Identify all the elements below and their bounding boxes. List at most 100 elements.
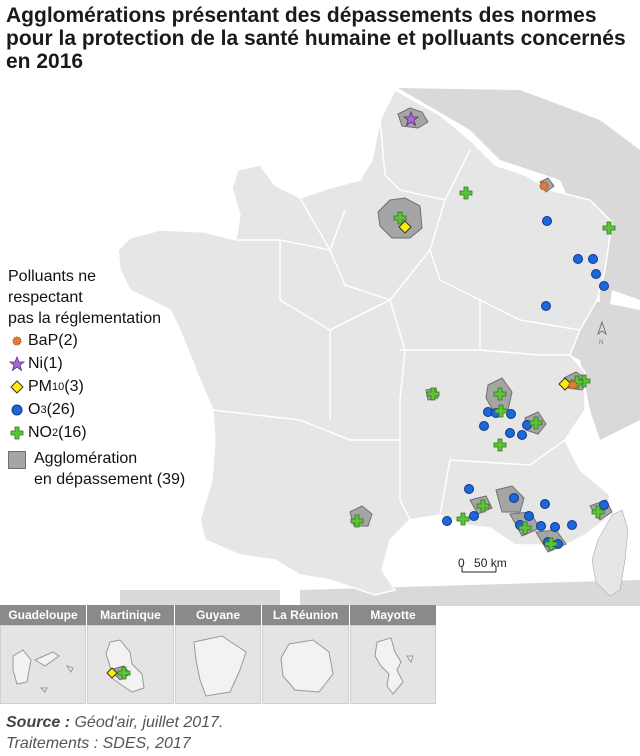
o3-marker xyxy=(599,500,609,510)
no2-marker xyxy=(493,387,507,401)
no2-marker xyxy=(459,186,473,200)
legend: Polluants ne respectant pas la réglement… xyxy=(8,266,185,490)
scale-distance: 50 km xyxy=(474,556,507,570)
inset-guyane: Guyane xyxy=(175,605,262,705)
o3-marker xyxy=(573,254,583,264)
legend-item-pm10: PM 10 (3) xyxy=(8,375,185,398)
legend-label: Ni xyxy=(28,354,44,372)
pollutant-markers xyxy=(350,110,616,551)
no2-marker xyxy=(602,221,616,235)
no2-marker xyxy=(529,416,543,430)
agglomeration-label: Agglomération xyxy=(34,450,138,467)
no2-marker xyxy=(476,499,490,513)
bap-marker xyxy=(539,181,549,191)
legend-count: (2) xyxy=(58,331,78,349)
ni-star-icon xyxy=(8,355,26,373)
o3-marker xyxy=(442,516,452,526)
o3-marker xyxy=(540,499,550,509)
agglomeration-label: en dépassement (39) xyxy=(34,471,186,488)
no2-marker xyxy=(518,521,532,535)
no2-marker xyxy=(426,387,440,401)
source-label: Source : xyxy=(6,714,71,731)
source-note: Source : Géod'air, juillet 2017. Traitem… xyxy=(6,712,223,754)
inset-map xyxy=(350,625,436,704)
o3-marker xyxy=(567,520,577,530)
legend-item-no2: NO 2 (16) xyxy=(8,421,185,444)
france-map: N xyxy=(117,88,640,606)
no2-cross-icon xyxy=(8,424,26,442)
o3-marker xyxy=(469,511,479,521)
o3-marker xyxy=(591,269,601,279)
source-text: Géod'air, juillet 2017. xyxy=(74,714,224,731)
no2-marker xyxy=(350,514,364,528)
legend-item-ni: Ni (1) xyxy=(8,352,185,375)
treatment-text: Traitements : SDES, 2017 xyxy=(6,735,191,752)
legend-item-o3: O 3 (26) xyxy=(8,398,185,421)
o3-marker xyxy=(517,430,527,440)
legend-sub: 2 xyxy=(52,426,59,439)
legend-item-bap: BaP (2) xyxy=(8,329,185,352)
o3-marker xyxy=(541,301,551,311)
o3-marker xyxy=(542,216,552,226)
inset-map xyxy=(175,625,261,704)
pm10-marker xyxy=(398,220,412,234)
no2-marker xyxy=(591,505,605,519)
o3-marker xyxy=(509,493,519,503)
bap-marker xyxy=(568,380,578,390)
o3-circle-icon xyxy=(8,401,26,419)
legend-label: O xyxy=(28,400,41,418)
bap-icon xyxy=(8,332,26,350)
legend-label: PM xyxy=(28,377,52,395)
o3-marker xyxy=(536,521,546,531)
pm10-diamond-icon xyxy=(8,378,26,396)
agglomeration-swatch xyxy=(8,451,26,469)
no2-marker xyxy=(456,512,470,526)
no2-marker xyxy=(544,537,558,551)
north-label: N xyxy=(599,340,603,346)
o3-marker xyxy=(524,511,534,521)
o3-marker xyxy=(479,421,489,431)
region-borders xyxy=(212,119,581,521)
legend-item-agglomeration: Agglomération en dépassement (39) xyxy=(8,448,185,490)
inset-title: Mayotte xyxy=(350,605,436,625)
inset-mayotte: Mayotte xyxy=(350,605,436,705)
scale-zero: 0 xyxy=(458,556,465,570)
scale-bar xyxy=(461,566,497,573)
ni-marker xyxy=(402,110,420,127)
neighbour-countries xyxy=(120,88,640,606)
inset-title: Guadeloupe xyxy=(0,605,86,625)
inset-title: Martinique xyxy=(87,605,174,625)
o3-marker xyxy=(505,428,515,438)
legend-label: BaP xyxy=(28,331,59,349)
inset-martinique: Martinique xyxy=(87,605,175,705)
inset-guadeloupe: Guadeloupe xyxy=(0,605,87,705)
corsica xyxy=(591,509,629,597)
inset-title: Guyane xyxy=(175,605,261,625)
legend-count: (3) xyxy=(64,377,84,395)
o3-marker xyxy=(588,254,598,264)
inset-map xyxy=(87,625,174,704)
inset-map xyxy=(0,625,86,704)
legend-heading-line: pas la réglementation xyxy=(8,310,161,327)
o3-marker xyxy=(599,281,609,291)
o3-marker xyxy=(464,484,474,494)
legend-count: (1) xyxy=(43,354,63,372)
legend-count: (26) xyxy=(46,400,76,418)
legend-sub: 3 xyxy=(40,403,47,416)
overseas-insets: Guadeloupe Martinique Guyane La Réunion … xyxy=(0,605,436,705)
inset-title: La Réunion xyxy=(262,605,349,625)
legend-heading-line: respectant xyxy=(8,289,83,306)
legend-label: NO xyxy=(28,423,52,441)
inset-la-reunion: La Réunion xyxy=(262,605,350,705)
no2-marker xyxy=(493,438,507,452)
no2-marker xyxy=(494,404,508,418)
legend-heading-line: Polluants ne xyxy=(8,268,97,285)
o3-marker xyxy=(506,409,516,419)
scale-label: 0 50 km xyxy=(458,556,507,570)
inset-map xyxy=(262,625,349,704)
legend-sub: 10 xyxy=(52,380,65,393)
legend-count: (16) xyxy=(58,423,87,441)
page-title: Agglomérations présentant des dépassemen… xyxy=(6,4,626,73)
no2-marker xyxy=(570,375,584,389)
north-arrow: N xyxy=(597,320,607,346)
